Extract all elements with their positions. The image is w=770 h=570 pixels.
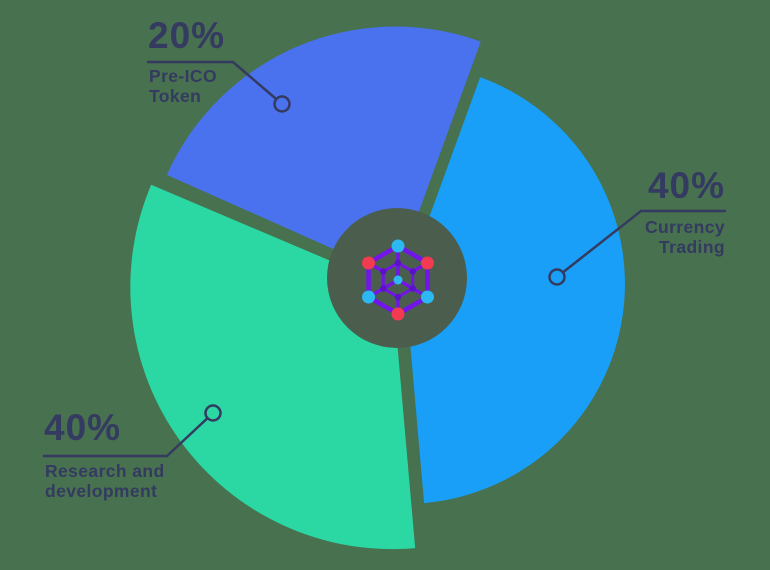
logo-inner-node xyxy=(380,268,387,275)
callout-marker-pre-ico-token xyxy=(273,95,291,113)
callout-research-development-label: Research and development xyxy=(45,461,165,501)
callout-marker-research-and-development xyxy=(204,404,222,422)
percent-label-pre-ico: 20% xyxy=(148,15,226,56)
pie-slice-currency-trading xyxy=(404,77,625,504)
callout-pre-ico-token-label: Pre-ICO Token xyxy=(149,66,217,106)
logo-inner-node xyxy=(409,285,416,292)
logo-inner-node xyxy=(409,268,416,275)
callout-leader-research-and-development xyxy=(165,416,209,458)
callout-currency-trading: 40% xyxy=(648,166,725,206)
slice-label-line: Currency xyxy=(644,217,725,237)
slice-label-line: Trading xyxy=(659,236,725,257)
logo-inner-node xyxy=(394,259,402,267)
slice-label-line: Research and xyxy=(45,461,165,481)
callout-leader-pre-ico-token xyxy=(231,60,278,101)
callout-leader-currency-trading xyxy=(561,209,643,274)
logo-node-red xyxy=(391,307,405,321)
logo-node-red xyxy=(420,256,434,270)
logo-inner-node xyxy=(380,285,387,292)
logo-node-cyan xyxy=(362,290,376,304)
slice-label-line: development xyxy=(45,480,158,501)
logo-node-cyan xyxy=(391,239,405,253)
percent-label-currency: 40% xyxy=(647,165,725,206)
callout-marker-currency-trading xyxy=(548,268,566,286)
callout-pre-ico-token: 20% xyxy=(148,16,225,56)
logo-node-cyan xyxy=(420,290,434,304)
logo-node-red xyxy=(362,256,376,270)
slice-label-line: Pre-ICO xyxy=(149,66,217,86)
callout-currency-trading-label: Currency Trading xyxy=(644,217,725,257)
slice-label-line: Token xyxy=(149,85,202,106)
logo-center-node xyxy=(393,275,403,285)
percent-label-research: 40% xyxy=(44,407,122,448)
callout-research-development: 40% xyxy=(44,408,121,448)
logo-inner-node xyxy=(394,293,402,301)
